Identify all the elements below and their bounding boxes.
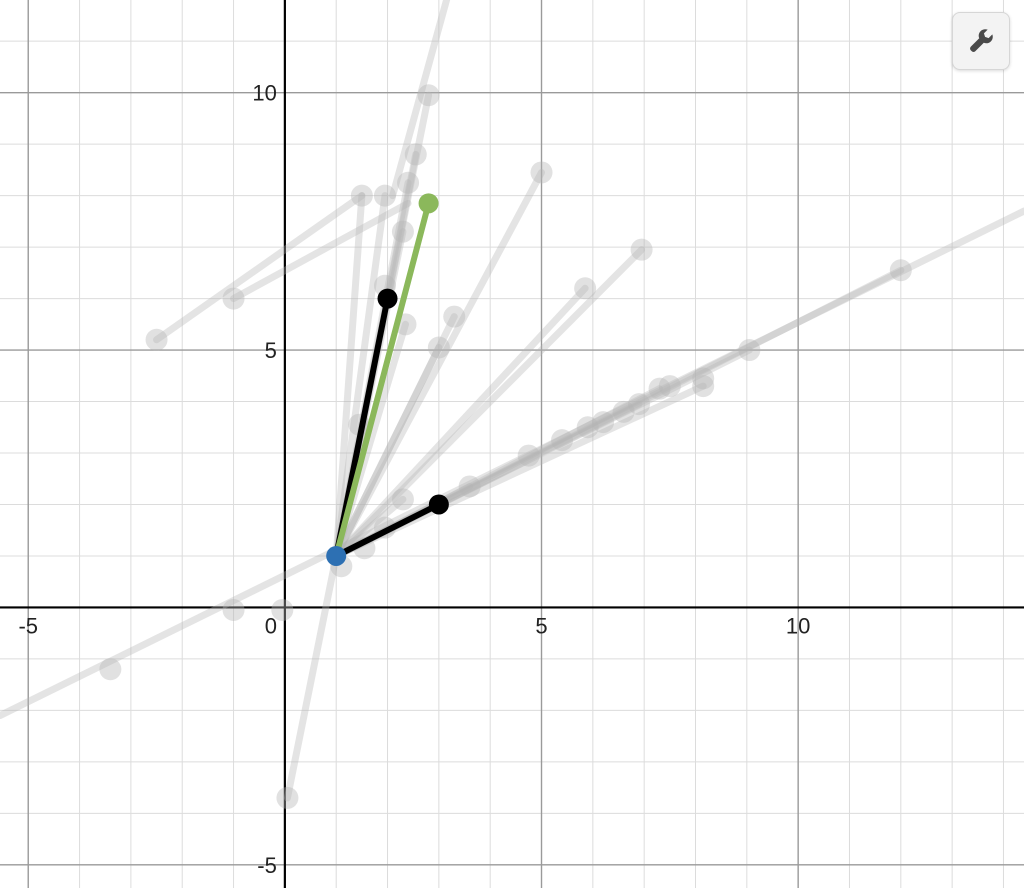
ghost-point <box>628 393 651 416</box>
ghost-point <box>458 475 481 498</box>
vector-endpoint[interactable] <box>428 494 449 515</box>
ghost-point <box>630 238 653 261</box>
ghost-point <box>145 328 168 351</box>
ghost-point <box>517 444 540 467</box>
x-tick-label: -5 <box>18 613 38 638</box>
ghost-point <box>551 429 574 452</box>
ghost-point <box>427 336 450 359</box>
ghost-point <box>222 287 245 310</box>
ghost-segment <box>332 313 458 560</box>
x-tick-label: 0 <box>265 613 277 638</box>
ghost-segment <box>153 192 366 344</box>
ghost-point <box>391 488 414 511</box>
ghost-segment <box>332 284 589 560</box>
ghost-segment <box>332 495 407 560</box>
ghost-segment <box>389 0 451 200</box>
ghost-point <box>574 277 597 300</box>
ghost-segment <box>0 207 1024 720</box>
wrench-icon <box>970 29 993 52</box>
vector-segment <box>333 200 432 559</box>
ghost-point <box>648 377 671 400</box>
ghost-point <box>271 599 294 622</box>
ghost-point <box>576 416 599 439</box>
ghost-point <box>592 411 615 434</box>
ghost-point <box>417 84 440 107</box>
y-tick-label: 10 <box>252 81 276 106</box>
ghost-segment <box>332 343 443 560</box>
ghost-trails <box>0 0 1024 809</box>
ghost-point <box>373 184 396 207</box>
vector-endpoint[interactable] <box>418 193 439 214</box>
ghost-point <box>391 220 414 243</box>
ghost-point <box>222 599 245 622</box>
ghost-point <box>658 375 681 398</box>
x-tick-label: 10 <box>786 613 810 638</box>
ghost-segment <box>283 552 340 802</box>
ghost-segment <box>332 168 546 560</box>
x-tick-label: 5 <box>535 613 547 638</box>
ghost-point <box>530 161 553 184</box>
ghost-point <box>692 375 715 398</box>
tick-labels: -5 0 5 10 -5 5 10 <box>18 81 810 878</box>
ghost-segment <box>332 246 646 560</box>
vector-segment <box>333 501 442 559</box>
ghost-segment <box>230 199 412 303</box>
vector-endpoint[interactable] <box>377 288 398 309</box>
ghost-point <box>404 143 427 166</box>
ghost-segment <box>332 192 366 560</box>
ghost-segment <box>332 192 389 560</box>
graph-settings-button[interactable] <box>952 12 1010 70</box>
ghost-point <box>738 339 761 362</box>
ghost-point <box>612 400 635 423</box>
y-tick-label: 5 <box>265 338 277 363</box>
vectors <box>326 193 449 566</box>
ghost-point <box>350 184 373 207</box>
ghost-point <box>443 305 466 328</box>
ghost-point <box>692 367 715 390</box>
ghost-point <box>99 658 122 681</box>
ghost-point <box>889 259 912 282</box>
base-point[interactable] <box>326 545 347 566</box>
y-tick-label: -5 <box>257 853 277 878</box>
ghost-point <box>276 786 299 809</box>
ghost-point <box>397 171 420 194</box>
